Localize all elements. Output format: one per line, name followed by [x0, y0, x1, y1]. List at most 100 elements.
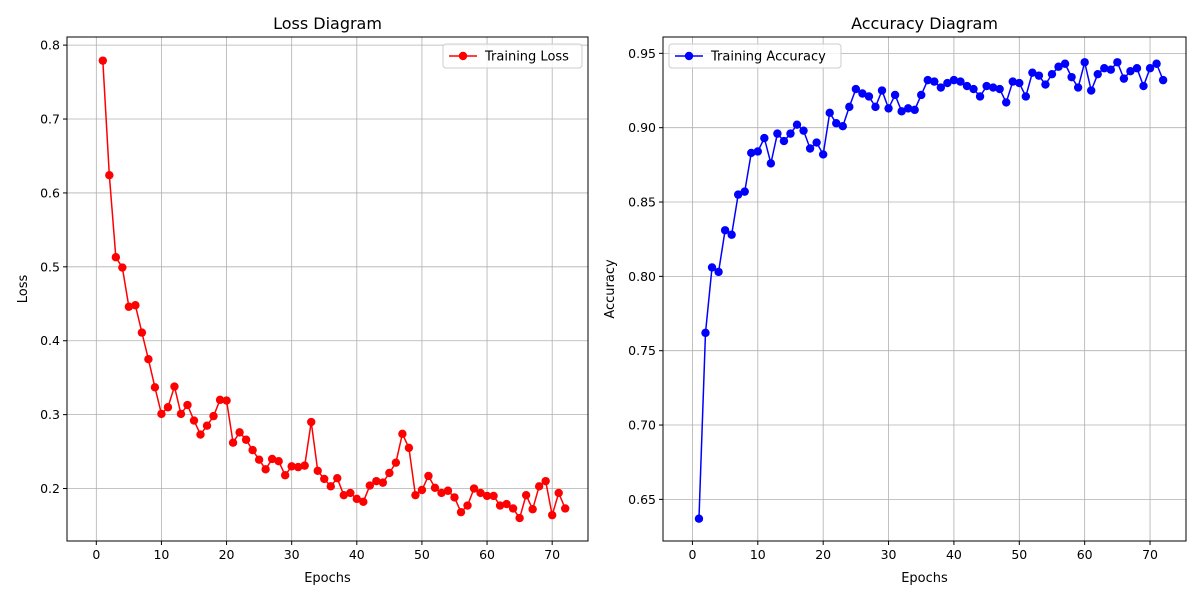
loss-data-point	[170, 382, 179, 391]
loss-data-point	[235, 428, 244, 437]
loss-chart: Loss Diagram Epochs Loss 0 10 20 30 40 50 60 70…	[16, 14, 589, 586]
accuracy-data-point	[975, 92, 985, 101]
accuracy-data-point	[760, 133, 769, 143]
loss-data-point	[267, 454, 277, 464]
loss-data-point	[150, 383, 160, 392]
loss-data-point	[476, 488, 485, 498]
loss-data-point	[365, 481, 375, 490]
loss-data-point	[424, 471, 433, 481]
accuracy-xtick-label: 30	[881, 547, 897, 562]
accuracy-data-point	[720, 226, 730, 235]
accuracy-data-point	[694, 514, 704, 523]
loss-xtick-label: 30	[284, 547, 300, 562]
accuracy-data-point	[1113, 58, 1122, 67]
accuracy-data-point	[753, 147, 762, 156]
loss-data-point	[404, 443, 414, 453]
loss-data-point	[274, 456, 283, 466]
loss-data-point	[547, 510, 557, 520]
accuracy-data-point	[1054, 62, 1063, 71]
accuracy-xtick-label: 50	[1011, 547, 1027, 562]
accuracy-data-point	[877, 86, 887, 95]
loss-data-point	[456, 507, 466, 517]
loss-data-point	[176, 409, 186, 419]
accuracy-data-point	[943, 78, 952, 88]
accuracy-xtick-label: 70	[1142, 547, 1158, 562]
loss-data-point	[469, 484, 479, 493]
accuracy-data-point	[851, 84, 861, 94]
accuracy-data-point	[1106, 65, 1116, 74]
accuracy-ytick-label: 0.65	[628, 492, 656, 507]
loss-data-point	[157, 409, 166, 419]
loss-data-point	[261, 465, 270, 474]
accuracy-data-point	[962, 81, 972, 91]
loss-axes-frame	[66, 36, 589, 542]
loss-data-point	[118, 263, 127, 272]
loss-data-point	[359, 497, 368, 507]
accuracy-series-line	[698, 60, 1164, 519]
loss-data-point	[521, 490, 531, 500]
accuracy-data-point	[982, 81, 991, 91]
loss-chart-xlabel: Epochs	[304, 571, 351, 586]
accuracy-data-point	[1015, 78, 1024, 88]
loss-data-point	[534, 482, 544, 491]
accuracy-data-point	[871, 102, 880, 112]
loss-data-point	[215, 395, 225, 405]
accuracy-data-point	[1060, 59, 1070, 68]
loss-data-point	[111, 253, 121, 262]
accuracy-chart-title: Accuracy Diagram	[851, 14, 998, 33]
loss-xtick-label: 20	[219, 547, 235, 562]
accuracy-ytick-label: 0.95	[628, 46, 656, 61]
accuracy-data-point	[890, 90, 900, 100]
loss-data-point	[280, 471, 290, 480]
loss-legend-label: Training Loss	[484, 50, 569, 65]
accuracy-data-point	[995, 84, 1004, 94]
accuracy-data-point	[1152, 59, 1161, 68]
accuracy-data-point	[923, 75, 932, 85]
loss-data-point	[222, 396, 231, 405]
accuracy-data-point	[864, 92, 874, 101]
loss-data-point	[196, 430, 205, 439]
accuracy-data-point	[1047, 69, 1057, 79]
accuracy-data-point	[773, 129, 782, 138]
accuracy-chart-xlabel: Epochs	[901, 571, 948, 586]
accuracy-data-point	[1041, 80, 1050, 89]
loss-data-point	[287, 462, 296, 471]
accuracy-data-point	[884, 104, 893, 113]
accuracy-xtick-label: 60	[1077, 547, 1093, 562]
loss-ytick-label: 0.6	[40, 185, 60, 200]
loss-xtick-label: 10	[153, 547, 169, 562]
accuracy-data-point	[740, 187, 749, 196]
loss-data-point	[339, 490, 348, 500]
accuracy-data-point	[1028, 68, 1037, 77]
accuracy-data-point	[799, 126, 808, 135]
accuracy-data-point	[956, 77, 965, 86]
accuracy-data-point	[1073, 83, 1083, 92]
loss-data-point	[228, 438, 238, 447]
accuracy-xtick-label: 40	[946, 547, 962, 562]
loss-data-point	[495, 501, 505, 510]
loss-ytick-label: 0.2	[40, 481, 60, 496]
loss-ytick-label: 0.4	[40, 333, 60, 348]
loss-data-point	[189, 416, 199, 425]
accuracy-ytick-label: 0.70	[628, 418, 656, 433]
accuracy-data-point	[805, 144, 815, 153]
loss-data-point	[541, 476, 550, 486]
accuracy-data-point	[832, 119, 841, 128]
accuracy-data-point	[903, 104, 913, 113]
loss-xtick-label: 50	[414, 547, 430, 562]
loss-data-point	[300, 461, 309, 470]
loss-xtick-label: 70	[544, 547, 560, 562]
loss-data-point	[378, 478, 388, 487]
accuracy-xtick-label: 0	[688, 547, 696, 562]
loss-data-point	[515, 513, 524, 523]
accuracy-data-point	[1132, 64, 1142, 73]
accuracy-data-point	[988, 83, 998, 92]
loss-data-point	[144, 355, 153, 364]
loss-data-point	[385, 468, 394, 478]
accuracy-data-point	[1087, 86, 1096, 95]
accuracy-data-point	[917, 90, 926, 100]
accuracy-ytick-label: 0.90	[628, 120, 656, 135]
accuracy-data-point	[845, 102, 854, 112]
accuracy-data-point	[786, 129, 795, 138]
